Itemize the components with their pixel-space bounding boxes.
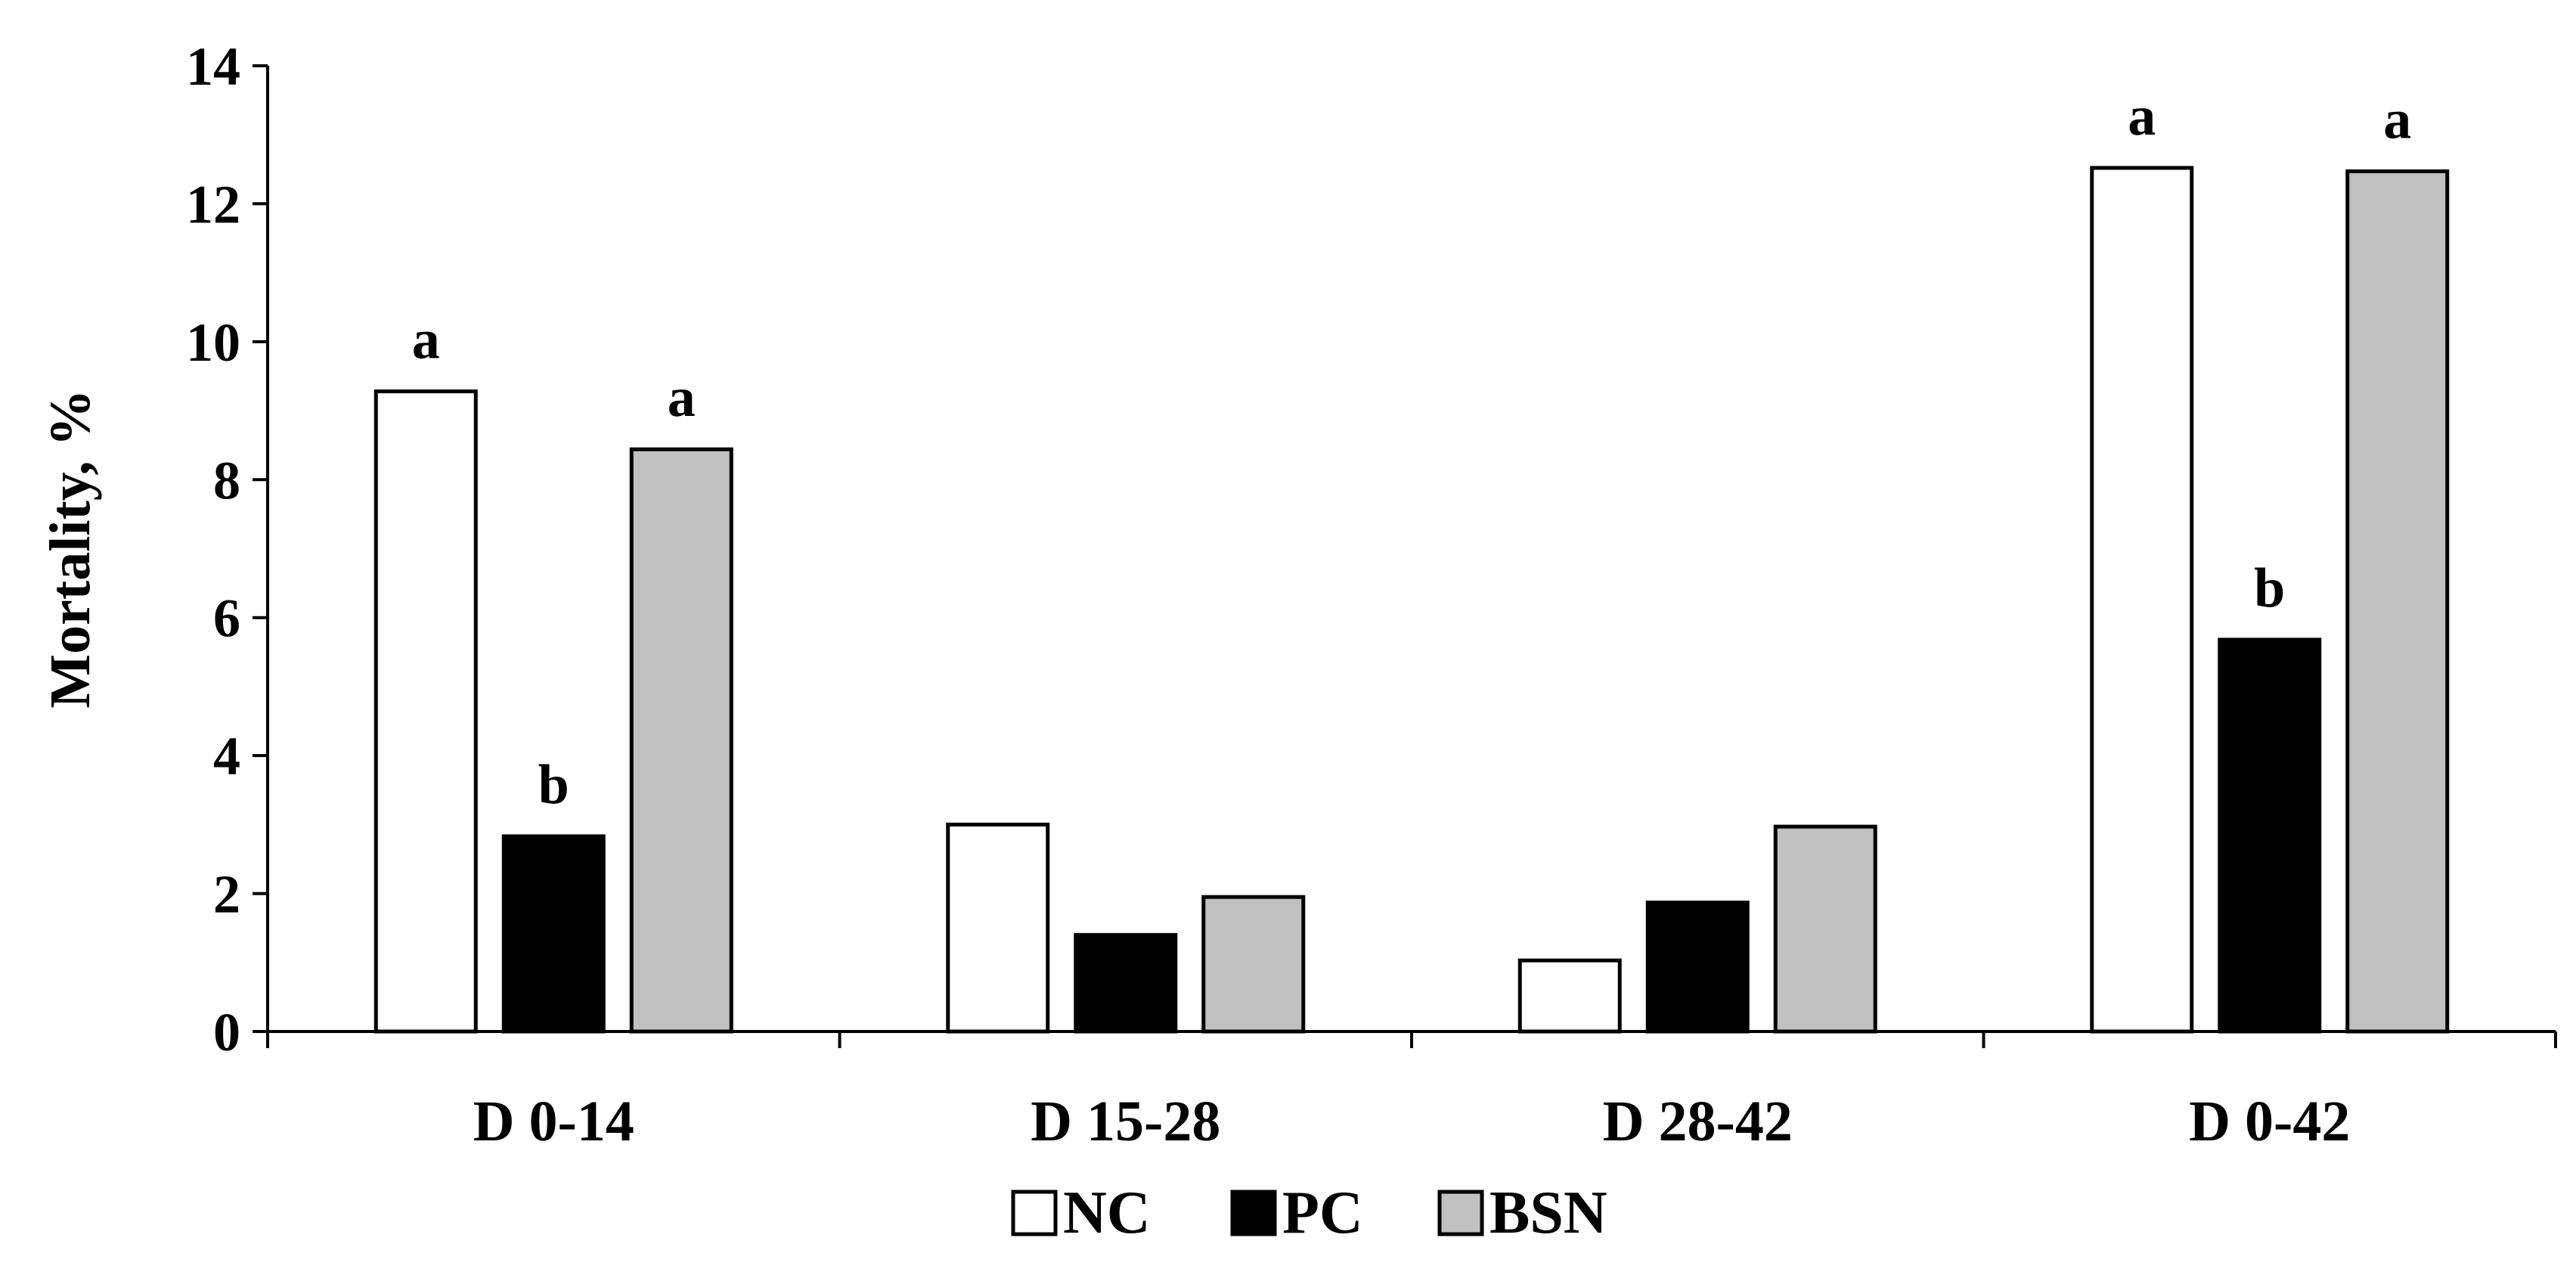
y-tick-label: 4 — [213, 726, 240, 786]
bar-pc-0 — [501, 834, 606, 1034]
bar-bsn-0 — [629, 447, 733, 1034]
y-tick-label: 0 — [213, 1002, 240, 1062]
bar-nc-2 — [1517, 958, 1622, 1034]
legend-swatch-pc — [1230, 1190, 1277, 1236]
x-category-label: D 15-28 — [1031, 1090, 1220, 1153]
bar-pc-1 — [1074, 932, 1178, 1034]
y-tick-label: 8 — [213, 450, 240, 510]
legend-label-bsn: BSN — [1489, 1180, 1607, 1246]
bar-bsn-1 — [1201, 895, 1306, 1034]
bar-nc-3 — [2090, 166, 2194, 1034]
bar-nc-1 — [946, 822, 1050, 1034]
y-axis-title: Mortality, % — [39, 389, 102, 708]
legend: NC PC BSN — [1011, 1180, 1607, 1246]
y-tick-label: 12 — [186, 174, 240, 234]
bar-bsn-2 — [1773, 824, 1877, 1034]
y-tick-label: 2 — [213, 864, 240, 925]
legend-swatch-nc — [1011, 1190, 1058, 1236]
significance-label: a — [412, 309, 440, 371]
y-tick-label: 14 — [186, 36, 240, 97]
bar-pc-3 — [2218, 638, 2322, 1034]
significance-label: a — [668, 367, 696, 429]
y-tick-label: 6 — [213, 588, 240, 649]
x-category-label: D 0-42 — [2189, 1090, 2350, 1153]
x-category-label: D 0-14 — [473, 1090, 634, 1153]
bar-bsn-3 — [2345, 169, 2450, 1034]
bar-pc-2 — [1645, 900, 1750, 1034]
significance-label: a — [2383, 89, 2411, 151]
bar-nc-0 — [374, 389, 478, 1034]
y-tick-label: 10 — [186, 312, 240, 373]
legend-swatch-bsn — [1437, 1190, 1484, 1236]
significance-label: b — [538, 754, 569, 816]
significance-label: b — [2254, 557, 2285, 619]
significance-label: a — [2128, 85, 2156, 147]
x-category-label: D 28-42 — [1603, 1090, 1793, 1153]
legend-label-pc: PC — [1282, 1180, 1363, 1246]
plot-area: 0 2 4 6 8 10 12 14 a b a D 0-14 D 15-28 D 28-42 a b a D 0… — [186, 36, 2557, 1153]
legend-label-nc: NC — [1063, 1180, 1151, 1246]
